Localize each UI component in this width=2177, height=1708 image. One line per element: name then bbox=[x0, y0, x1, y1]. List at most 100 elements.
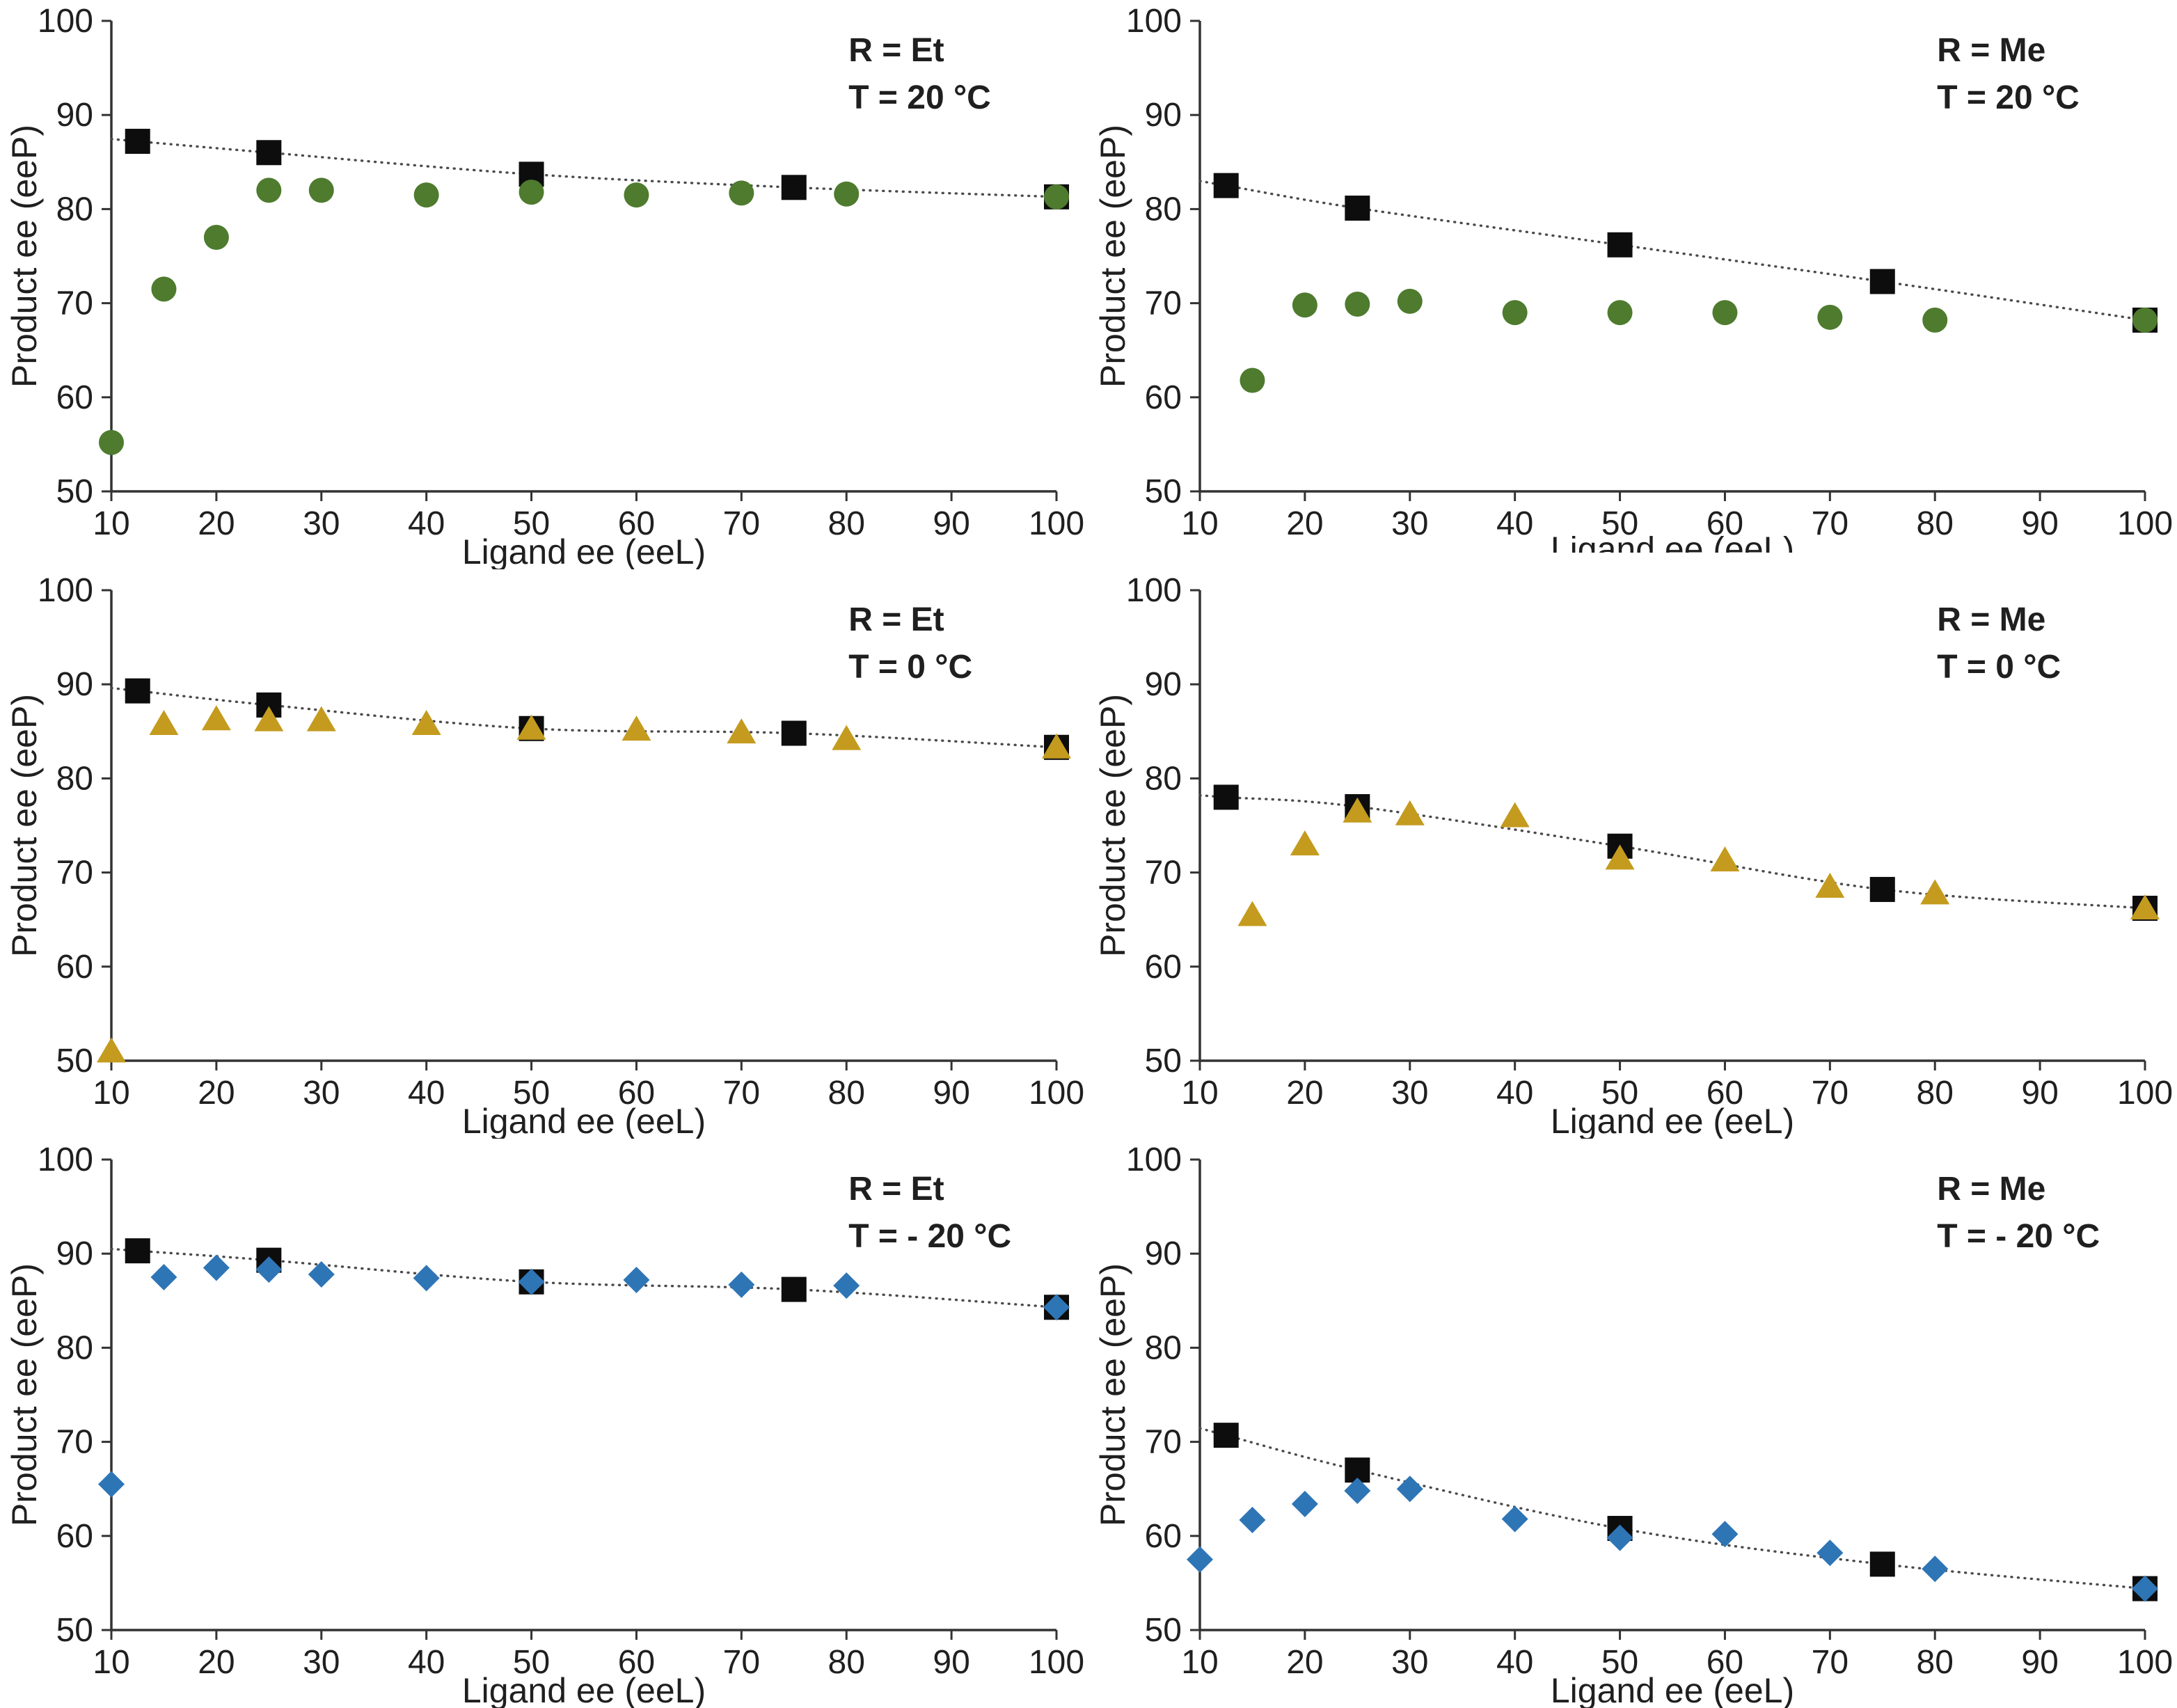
marker-square bbox=[781, 175, 807, 200]
y-axis-label: Product ee (eeP) bbox=[1093, 1263, 1132, 1526]
x-ticks: 10 20 30 40 50 60 70 80 90 100 bbox=[93, 1630, 1084, 1681]
y-tick-label: 80 bbox=[1145, 760, 1182, 797]
marker-circle bbox=[203, 224, 229, 250]
series-triangles bbox=[1237, 797, 2160, 926]
marker-triangle bbox=[1920, 879, 1950, 905]
marker-triangle bbox=[411, 709, 441, 735]
y-tick-label: 100 bbox=[38, 3, 93, 40]
y-tick-label: 100 bbox=[38, 1141, 93, 1178]
marker-diamond bbox=[623, 1267, 650, 1294]
x-tick-label: 100 bbox=[2117, 1644, 2173, 1681]
marker-square bbox=[1869, 269, 1895, 294]
chart-r-et-t0: 50 60 70 80 90 100 10 20 30 40 50 60 70 80 90 100 Ligand… bbox=[0, 569, 1088, 1139]
x-tick-label: 70 bbox=[723, 1075, 760, 1112]
marker-triangle bbox=[2130, 894, 2160, 919]
marker-square bbox=[781, 1276, 807, 1302]
marker-diamond bbox=[98, 1471, 125, 1498]
x-tick-label: 70 bbox=[1812, 1644, 1849, 1681]
y-tick-label: 90 bbox=[1145, 666, 1182, 703]
marker-diamond bbox=[518, 1268, 545, 1295]
x-tick-label: 50 bbox=[513, 1644, 550, 1681]
annotation-t: T = 0 °C bbox=[848, 649, 972, 686]
marker-square bbox=[1869, 1551, 1895, 1577]
x-tick-label: 30 bbox=[1391, 1075, 1428, 1112]
y-tick-label: 80 bbox=[56, 760, 93, 797]
marker-triangle bbox=[1042, 733, 1071, 759]
marker-circle bbox=[518, 180, 544, 205]
marker-triangle bbox=[1237, 901, 1267, 926]
marker-diamond bbox=[2132, 1575, 2158, 1602]
x-tick-label: 10 bbox=[1181, 1644, 1218, 1681]
x-tick-label: 40 bbox=[408, 1075, 445, 1112]
chart-r-me-t20: 50 60 70 80 90 100 10 20 30 40 50 60 70 80 90 100 Ligand… bbox=[1088, 0, 2177, 569]
y-ticks: 50 60 70 80 90 100 bbox=[38, 1141, 111, 1649]
x-tick-label: 50 bbox=[1601, 1075, 1638, 1112]
x-tick-label: 70 bbox=[723, 1644, 760, 1681]
trendline bbox=[110, 686, 1058, 749]
marker-triangle bbox=[1605, 844, 1635, 870]
marker-diamond bbox=[1043, 1294, 1070, 1321]
x-tick-label: 20 bbox=[1286, 1075, 1323, 1112]
y-tick-label: 90 bbox=[1145, 1235, 1182, 1272]
x-tick-label: 30 bbox=[1391, 1644, 1428, 1681]
x-tick-label: 60 bbox=[618, 1644, 655, 1681]
y-tick-label: 80 bbox=[56, 1329, 93, 1366]
x-tick-label: 80 bbox=[1917, 1075, 1954, 1112]
x-tick-label: 80 bbox=[828, 505, 865, 542]
y-axis-label: Product ee (eeP) bbox=[5, 125, 44, 388]
marker-circle bbox=[2132, 307, 2158, 333]
y-ticks: 50 60 70 80 90 100 bbox=[38, 3, 111, 510]
x-tick-label: 50 bbox=[513, 1075, 550, 1112]
marker-circle bbox=[1502, 300, 1528, 326]
y-ticks: 50 60 70 80 90 100 bbox=[1126, 572, 1200, 1080]
trendline bbox=[110, 138, 1058, 198]
chart-r-me-t0: 50 60 70 80 90 100 10 20 30 40 50 60 70 80 90 100 Ligand… bbox=[1088, 569, 2177, 1139]
annotation-r: R = Et bbox=[848, 32, 944, 69]
plot-svg: 50 60 70 80 90 100 10 20 30 40 50 60 70 80 90 100 Ligand… bbox=[1093, 1141, 2173, 1708]
y-tick-label: 90 bbox=[56, 97, 93, 134]
x-ticks: 10 20 30 40 50 60 70 80 90 100 bbox=[1181, 491, 2173, 542]
marker-circle bbox=[1292, 292, 1317, 318]
y-tick-label: 80 bbox=[1145, 1329, 1182, 1366]
marker-diamond bbox=[1187, 1546, 1213, 1573]
marker-circle bbox=[1397, 288, 1423, 314]
x-tick-label: 30 bbox=[303, 1644, 340, 1681]
marker-circle bbox=[1922, 307, 1948, 333]
series-diamonds bbox=[98, 1254, 1070, 1498]
x-axis-label: Ligand ee (eeL) bbox=[462, 532, 706, 569]
y-tick-label: 70 bbox=[56, 285, 93, 322]
x-tick-label: 20 bbox=[1286, 505, 1323, 542]
x-tick-label: 100 bbox=[1029, 1644, 1084, 1681]
y-tick-label: 60 bbox=[1145, 1518, 1182, 1555]
x-tick-label: 40 bbox=[408, 1644, 445, 1681]
x-tick-label: 50 bbox=[513, 505, 550, 542]
x-axis-label: Ligand ee (eeL) bbox=[1551, 1671, 1794, 1708]
marker-square bbox=[1869, 876, 1895, 902]
marker-triangle bbox=[1343, 797, 1372, 823]
x-tick-label: 30 bbox=[303, 1075, 340, 1112]
y-tick-label: 90 bbox=[56, 1235, 93, 1272]
x-tick-label: 20 bbox=[198, 505, 235, 542]
trendline bbox=[1198, 180, 2146, 322]
y-tick-label: 100 bbox=[1126, 1141, 1182, 1178]
y-tick-label: 60 bbox=[56, 949, 93, 986]
marker-square bbox=[781, 720, 807, 746]
marker-square bbox=[1607, 232, 1633, 258]
x-tick-label: 80 bbox=[1917, 1644, 1954, 1681]
x-tick-label: 80 bbox=[828, 1075, 865, 1112]
chart-r-et-t20: 50 60 70 80 90 100 10 20 30 40 50 60 70 80 90 100 Ligand… bbox=[0, 0, 1088, 569]
x-tick-label: 60 bbox=[1707, 1644, 1743, 1681]
x-tick-label: 60 bbox=[618, 505, 655, 542]
annotation-r: R = Me bbox=[1937, 601, 2045, 638]
marker-diamond bbox=[1922, 1556, 1949, 1583]
marker-triangle bbox=[1290, 830, 1320, 856]
marker-triangle bbox=[832, 725, 862, 750]
y-tick-label: 50 bbox=[56, 473, 93, 510]
x-ticks: 10 20 30 40 50 60 70 80 90 100 bbox=[93, 491, 1084, 542]
marker-square bbox=[1213, 784, 1239, 810]
x-tick-label: 50 bbox=[1601, 1644, 1638, 1681]
plot-svg: 50 60 70 80 90 100 10 20 30 40 50 60 70 80 90 100 Ligand… bbox=[5, 3, 1084, 569]
marker-circle bbox=[308, 177, 334, 203]
y-tick-label: 70 bbox=[56, 1424, 93, 1461]
y-tick-label: 100 bbox=[1126, 572, 1182, 609]
